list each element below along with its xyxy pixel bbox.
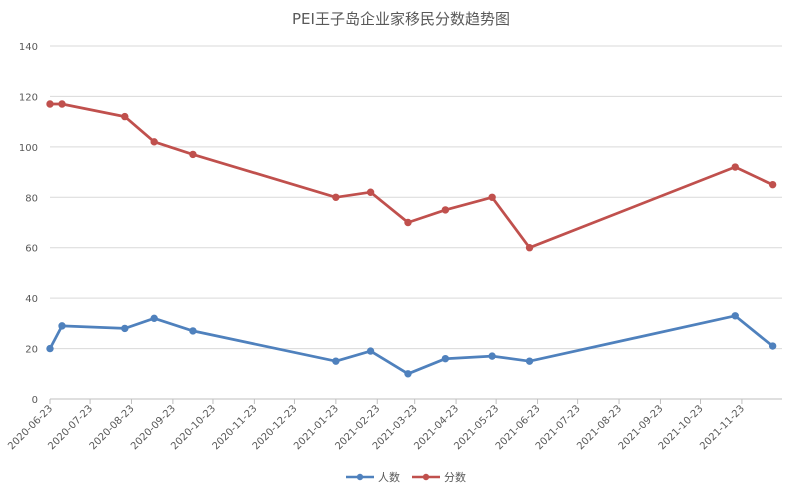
grid-lines	[50, 45, 782, 350]
y-tick-label: 140	[19, 42, 38, 53]
data-point	[768, 342, 777, 350]
data-point	[731, 163, 739, 171]
data-point	[150, 138, 158, 146]
data-point	[332, 193, 340, 201]
y-tick-label: 120	[19, 92, 38, 103]
y-tick-label: 20	[25, 345, 38, 356]
data-point	[525, 244, 534, 252]
data-point	[366, 347, 375, 355]
x-tick-label: 2021-11-23	[698, 403, 747, 452]
data-point	[488, 352, 496, 360]
legend: 人数 分数	[346, 471, 466, 484]
y-tick-label: 60	[25, 244, 38, 255]
legend-label: 人数	[378, 471, 400, 484]
data-point	[441, 206, 450, 214]
data-point	[731, 312, 739, 320]
y-tick-label: 40	[25, 294, 38, 305]
legend-swatch-marker	[356, 473, 364, 481]
data-point	[46, 100, 54, 108]
data-point	[58, 322, 66, 330]
data-point	[768, 180, 777, 189]
data-point	[488, 193, 496, 201]
data-point	[332, 357, 340, 365]
series-line	[48, 314, 774, 376]
legend-item: 分数	[412, 471, 466, 484]
chart-title: PEI王子岛企业家移民分数趋势图	[292, 10, 510, 28]
legend-item: 人数	[346, 471, 400, 484]
legend-swatch-marker	[422, 473, 430, 481]
data-point	[121, 324, 129, 333]
data-point	[366, 188, 375, 196]
data-point	[189, 150, 197, 159]
series-lines	[46, 100, 777, 378]
data-point	[58, 100, 66, 108]
data-point	[46, 344, 54, 353]
y-tick-label: 0	[32, 395, 38, 406]
data-point	[404, 370, 412, 378]
data-point	[404, 218, 412, 227]
legend-label: 分数	[444, 471, 466, 484]
series-line	[48, 102, 774, 250]
data-point	[525, 357, 534, 365]
series-1	[46, 312, 777, 378]
x-axis: 2020-06-232020-07-232020-08-232020-09-23…	[6, 398, 782, 452]
data-point	[150, 314, 158, 323]
series-2	[46, 100, 777, 252]
y-tick-label: 80	[25, 193, 38, 204]
data-point	[189, 327, 197, 335]
y-tick-label: 100	[19, 143, 38, 154]
y-axis: 0 20 40 60 80 100 120 140	[19, 42, 38, 406]
data-point	[121, 112, 129, 121]
data-point	[441, 354, 450, 363]
